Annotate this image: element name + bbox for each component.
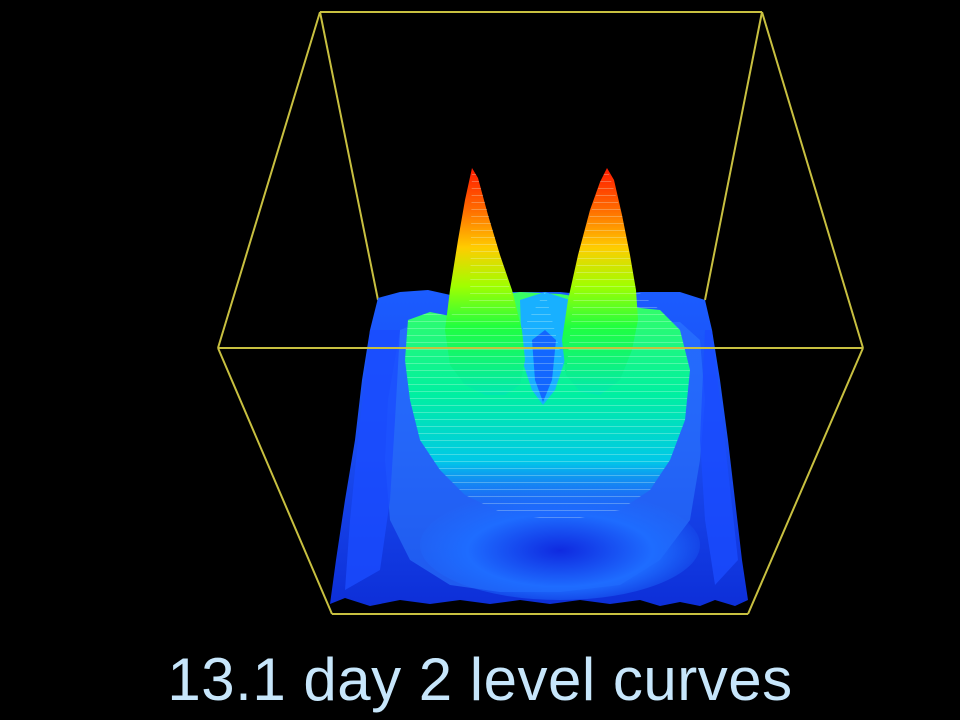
surface-bowl xyxy=(420,490,700,600)
surface-flank-right xyxy=(700,330,738,585)
slide-caption: 13.1 day 2 level curves xyxy=(167,646,793,713)
bounding-box-front xyxy=(217,11,864,615)
surface-contour-lines xyxy=(405,168,690,518)
bounding-box-back xyxy=(319,11,763,301)
level-curve-surface xyxy=(330,168,748,606)
surface-flank-left xyxy=(345,330,400,590)
